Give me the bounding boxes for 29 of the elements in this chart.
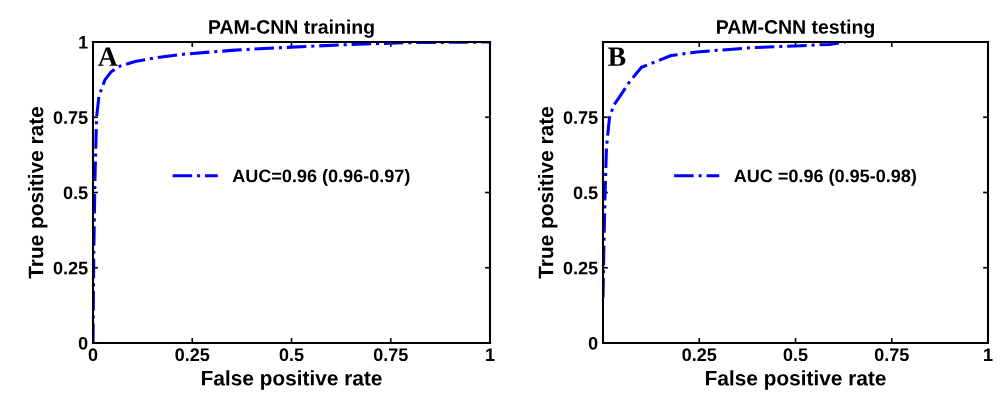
x-tick-label: 0.5 xyxy=(279,348,304,362)
x-axis-title: False positive rate xyxy=(202,370,382,390)
y-tick-label: 0.25 xyxy=(563,261,598,275)
x-tick-label: 1 xyxy=(984,348,993,361)
legend-label: AUC =0.96 (0.95-0.98) xyxy=(734,169,916,186)
y-tick-label: 0.25 xyxy=(53,261,88,275)
line-series xyxy=(93,42,490,343)
y-tick-label: 0.5 xyxy=(573,186,598,200)
y-tick-label: 0 xyxy=(78,336,88,350)
annotation: A xyxy=(98,47,118,66)
legend-label: AUC=0.96 (0.96-0.97) xyxy=(232,169,410,186)
chart-title: PAM-CNN testing xyxy=(717,19,874,38)
y-axis-title: True positive rate xyxy=(538,106,558,279)
x-tick-label: 0 xyxy=(88,348,98,362)
y-tick-label: 1 xyxy=(79,36,88,49)
y-axis-title: True positive rate xyxy=(28,106,48,279)
x-tick-label: 0.25 xyxy=(682,348,717,362)
x-tick-label: 0.25 xyxy=(175,348,210,362)
x-axis-title: False positive rate xyxy=(706,370,886,390)
x-tick-label: 0.5 xyxy=(783,348,808,362)
x-tick-label: 0.75 xyxy=(874,348,909,362)
x-tick-label: 0.75 xyxy=(373,348,408,362)
annotation: B xyxy=(608,47,626,66)
chart-title: PAM-CNN training xyxy=(209,19,374,38)
y-tick-label: 0 xyxy=(588,336,598,350)
y-tick-label: 0.5 xyxy=(63,186,88,200)
y-tick-label: 0.75 xyxy=(563,111,598,124)
x-tick-label: 1 xyxy=(486,348,495,361)
y-tick-label: 0.75 xyxy=(53,111,88,124)
